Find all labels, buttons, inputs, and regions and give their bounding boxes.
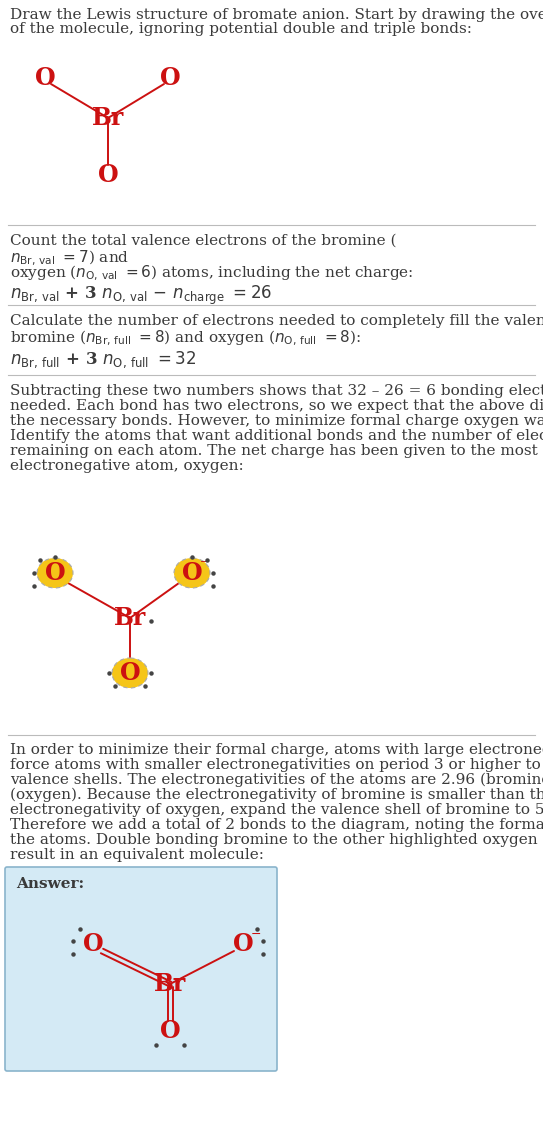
Text: In order to minimize their formal charge, atoms with large electronegativities c: In order to minimize their formal charge… — [10, 743, 543, 758]
Text: O: O — [182, 561, 203, 585]
Text: Br: Br — [114, 606, 146, 631]
Text: needed. Each bond has two electrons, so we expect that the above diagram has all: needed. Each bond has two electrons, so … — [10, 399, 543, 413]
Ellipse shape — [174, 558, 210, 589]
Text: force atoms with smaller electronegativities on period 3 or higher to expand the: force atoms with smaller electronegativi… — [10, 758, 543, 772]
Text: O: O — [119, 661, 140, 685]
Text: the atoms. Double bonding bromine to the other highlighted oxygen atom would: the atoms. Double bonding bromine to the… — [10, 833, 543, 847]
Text: Calculate the number of electrons needed to completely fill the valence shells f: Calculate the number of electrons needed… — [10, 314, 543, 328]
Text: Br: Br — [92, 105, 124, 130]
Text: Identify the atoms that want additional bonds and the number of electrons: Identify the atoms that want additional … — [10, 429, 543, 443]
Text: O: O — [45, 561, 65, 585]
Text: remaining on each atom. The net charge has been given to the most: remaining on each atom. The net charge h… — [10, 445, 538, 458]
Text: valence shells. The electronegativities of the atoms are 2.96 (bromine) and 3.44: valence shells. The electronegativities … — [10, 773, 543, 787]
Text: result in an equivalent molecule:: result in an equivalent molecule: — [10, 848, 264, 862]
Text: (oxygen). Because the electronegativity of bromine is smaller than the: (oxygen). Because the electronegativity … — [10, 788, 543, 803]
Text: −: − — [200, 557, 210, 567]
Text: $n_\mathrm{Br,\,val}$ $= 7$) and: $n_\mathrm{Br,\,val}$ $= 7$) and — [10, 249, 129, 269]
Text: Draw the Lewis structure of bromate anion. Start by drawing the overall structur: Draw the Lewis structure of bromate anio… — [10, 8, 543, 22]
Text: bromine ($n_\mathrm{Br,\,full}$ $= 8$) and oxygen ($n_\mathrm{O,\,full}$ $= 8$):: bromine ($n_\mathrm{Br,\,full}$ $= 8$) a… — [10, 329, 361, 348]
Text: Count the total valence electrons of the bromine (: Count the total valence electrons of the… — [10, 234, 396, 248]
Text: electronegativity of oxygen, expand the valence shell of bromine to 5 bonds.: electronegativity of oxygen, expand the … — [10, 803, 543, 816]
Ellipse shape — [37, 558, 73, 589]
Text: −: − — [251, 928, 261, 940]
Text: the necessary bonds. However, to minimize formal charge oxygen wants 2 bonds.: the necessary bonds. However, to minimiz… — [10, 414, 543, 428]
Text: of the molecule, ignoring potential double and triple bonds:: of the molecule, ignoring potential doub… — [10, 22, 472, 36]
Text: $n_\mathrm{Br,\,val}$ + 3 $n_\mathrm{O,\,val}$ $-$ $n_\mathrm{charge}$ $= 26$: $n_\mathrm{Br,\,val}$ + 3 $n_\mathrm{O,\… — [10, 284, 272, 307]
Text: Answer:: Answer: — [16, 877, 84, 891]
Text: $n_\mathrm{Br,\,full}$ + 3 $n_\mathrm{O,\,full}$ $= 32$: $n_\mathrm{Br,\,full}$ + 3 $n_\mathrm{O,… — [10, 349, 196, 370]
Text: O: O — [160, 66, 180, 90]
Text: Subtracting these two numbers shows that 32 – 26 = 6 bonding electrons are: Subtracting these two numbers shows that… — [10, 384, 543, 398]
Ellipse shape — [112, 658, 148, 688]
Text: oxygen ($n_\mathrm{O,\,val}$ $= 6$) atoms, including the net charge:: oxygen ($n_\mathrm{O,\,val}$ $= 6$) atom… — [10, 264, 414, 284]
Text: Therefore we add a total of 2 bonds to the diagram, noting the formal charges of: Therefore we add a total of 2 bonds to t… — [10, 818, 543, 832]
Text: O: O — [35, 66, 55, 90]
Text: O: O — [160, 1019, 180, 1043]
Text: Br: Br — [154, 972, 186, 996]
FancyBboxPatch shape — [5, 868, 277, 1070]
Text: electronegative atom, oxygen:: electronegative atom, oxygen: — [10, 459, 244, 473]
Text: O: O — [98, 163, 118, 187]
Text: O: O — [233, 932, 254, 956]
Text: O: O — [83, 932, 103, 956]
